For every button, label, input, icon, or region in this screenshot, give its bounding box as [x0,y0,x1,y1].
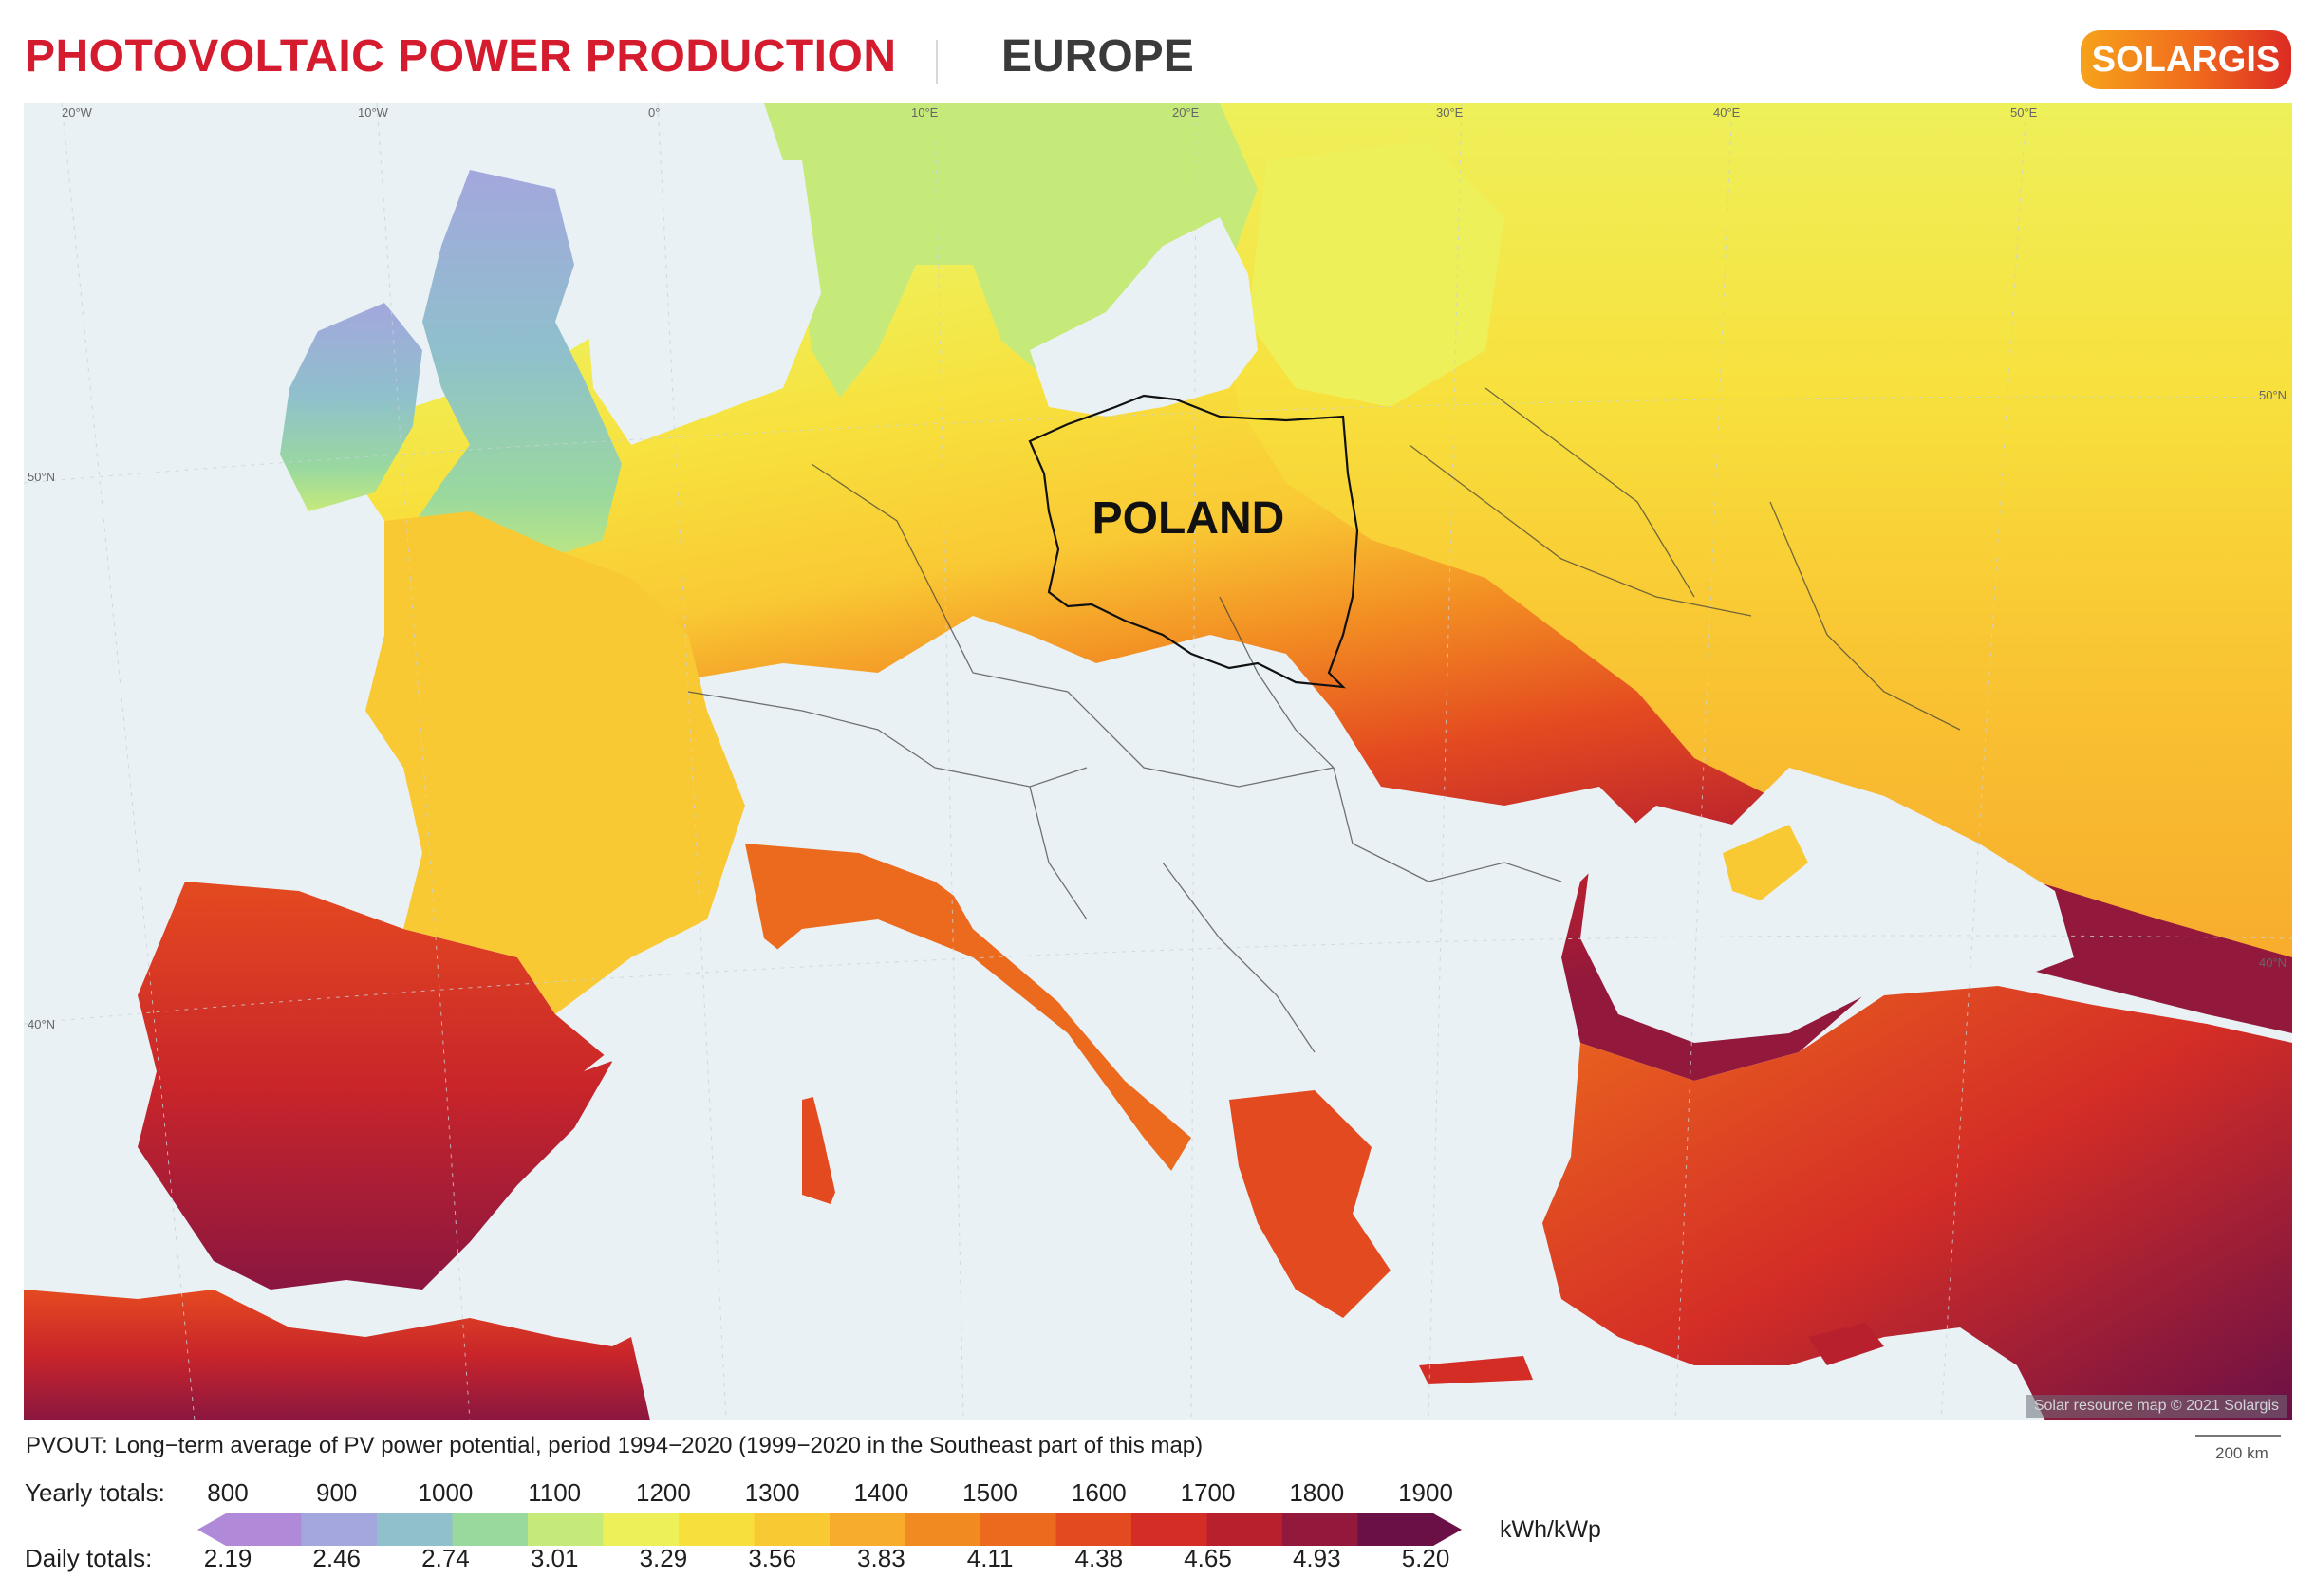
lat-label-right: 50°N [2259,388,2287,402]
daily-tick-label: 4.11 [966,1544,1014,1572]
legend-color-swatch [830,1513,905,1546]
legend-arrow-high [1433,1513,1462,1546]
legend-color-bar [197,1513,1462,1546]
country-borders [687,387,1961,1053]
lat-label: 40°N [28,1017,55,1031]
legend-color-swatch [1282,1513,1358,1546]
daily-tick-label: 5.20 [1401,1544,1450,1572]
scale-label: 200 km [2215,1444,2268,1462]
legend-color-swatch [452,1513,529,1546]
daily-tick-label: 2.46 [312,1544,362,1572]
cyprus [1808,1323,1884,1365]
map-canvas: POLAND 20°W 10°W 0° 10°E 20°E 30°E 40°E … [24,103,2292,1420]
daily-tick-label: 4.38 [1074,1544,1124,1572]
legend-arrow-low [197,1513,226,1546]
ireland [280,303,422,511]
legend-color-swatch [603,1513,680,1546]
region-title: EUROPE [1001,31,1194,82]
graticule [24,103,2292,1420]
solargis-logo[interactable]: SOLARGIS [2081,30,2291,89]
lon-label: 10°E [911,105,939,120]
yearly-tick-label: 1300 [744,1478,800,1507]
lon-label: 50°E [2010,105,2038,120]
yearly-tick-label: 1200 [635,1478,691,1507]
daily-tick-label: 4.93 [1292,1544,1341,1572]
legend-color-swatch [226,1513,302,1546]
greece [1229,1090,1391,1318]
lon-label: 20°W [62,105,93,120]
daily-tick-label: 2.19 [203,1544,252,1572]
lon-label: 10°W [358,105,389,120]
yearly-tick-label: 1500 [962,1478,1017,1507]
daily-tick-label: 3.29 [639,1544,688,1572]
lon-label: 40°E [1713,105,1741,120]
crimea [1723,825,1808,900]
yearly-totals-label: Yearly totals: [25,1478,165,1507]
yearly-tick-label: 1700 [1180,1478,1236,1507]
yearly-tick-label: 1400 [853,1478,909,1507]
yearly-tick-label: 1800 [1289,1478,1345,1507]
iberian-peninsula [138,882,612,1290]
black-sea [1580,768,2074,1043]
lon-label: 30°E [1436,105,1464,120]
coordinate-labels: 20°W 10°W 0° 10°E 20°E 30°E 40°E 50°E 50… [28,105,2287,1031]
daily-tick-label: 4.65 [1184,1544,1232,1572]
yearly-tick-label: 800 [207,1478,249,1507]
lat-label-right: 40°N [2259,956,2287,970]
north-africa [24,1290,650,1420]
title-divider [936,40,938,84]
legend-color-swatch [1055,1513,1132,1546]
lat-label: 50°N [28,470,55,484]
map-copyright: Solar resource map © 2021 Solargis [2026,1395,2287,1418]
france [365,511,745,1014]
yearly-tick-label: 900 [316,1478,358,1507]
daily-tick-label: 3.01 [530,1544,579,1572]
legend-color-swatch [1206,1513,1283,1546]
great-britain [403,170,622,578]
daily-totals-label: Daily totals: [25,1544,153,1572]
yearly-tick-label: 1600 [1071,1478,1127,1507]
legend-color-swatch [1357,1513,1434,1546]
header: PHOTOVOLTAIC POWER PRODUCTION EUROPE SOL… [0,0,2315,102]
legend-color-swatch [679,1513,755,1546]
legend-color-swatch [1131,1513,1207,1546]
adriatic-sea [935,863,1191,1090]
legend-color-swatch [905,1513,981,1546]
crete [1419,1356,1533,1384]
map-caption: PVOUT: Long−term average of PV power pot… [26,1433,1204,1458]
finland-baltic [1248,141,1504,407]
legend-unit: kWh/kWp [1500,1516,1601,1543]
daily-tick-label: 3.83 [857,1544,905,1572]
lon-label: 0° [648,105,660,120]
north-sea [574,160,821,445]
poland-label: POLAND [1092,493,1285,544]
daily-tick-label: 3.56 [748,1544,796,1572]
scale-bar [2195,1435,2281,1437]
legend-color-swatch [980,1513,1056,1546]
legend-color-swatch [377,1513,453,1546]
yearly-tick-label: 1100 [528,1478,582,1507]
lon-label: 20°E [1172,105,1200,120]
baltic-sea [1030,217,1258,417]
yearly-tick-label: 1900 [1398,1478,1453,1507]
map-title: PHOTOVOLTAIC POWER PRODUCTION [25,31,897,82]
legend-color-swatch [528,1513,604,1546]
turkey [1542,986,2292,1420]
yearly-tick-label: 1000 [418,1478,474,1507]
poland-border[interactable] [1028,394,1359,689]
pvout-map[interactable]: POLAND 20°W 10°W 0° 10°E 20°E 30°E 40°E … [24,103,2292,1420]
legend-color-swatch [754,1513,831,1546]
legend-color-swatch [301,1513,378,1546]
daily-tick-label: 2.74 [421,1544,470,1572]
